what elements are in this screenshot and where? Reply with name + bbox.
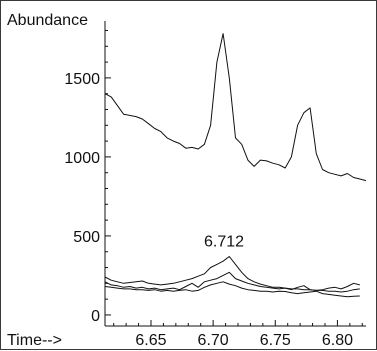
x-tick-label: 6.80 (322, 332, 353, 349)
series-line-2 (104, 256, 360, 293)
x-tick-label: 6.70 (198, 332, 229, 349)
y-tick-label: 1000 (64, 150, 100, 167)
x-tick-label: 6.75 (260, 332, 291, 349)
x-tick-label: 6.65 (135, 332, 166, 349)
x-axis-label: Time--> (7, 332, 62, 349)
peak-annotation: 6.712 (204, 233, 244, 250)
y-tick-label: 0 (91, 308, 100, 325)
y-tick-label: 500 (73, 229, 100, 246)
y-axis-label: Abundance (7, 12, 88, 29)
annotation-layer: 6.712 (204, 233, 244, 250)
series-line-3 (104, 271, 360, 291)
series-layer (104, 33, 367, 298)
series-line-4 (104, 281, 360, 298)
axes: 0 500 1000 1500 6.65 6.70 6.75 6.80 (64, 21, 366, 349)
series-line-1 (104, 33, 367, 182)
y-tick-label: 1500 (64, 71, 100, 88)
